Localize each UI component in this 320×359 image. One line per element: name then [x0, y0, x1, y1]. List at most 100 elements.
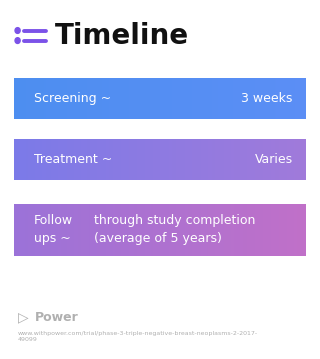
FancyBboxPatch shape [48, 78, 50, 119]
FancyBboxPatch shape [135, 204, 137, 256]
FancyBboxPatch shape [128, 139, 130, 180]
FancyBboxPatch shape [288, 78, 290, 119]
FancyBboxPatch shape [148, 139, 150, 180]
FancyBboxPatch shape [92, 78, 93, 119]
FancyBboxPatch shape [45, 139, 47, 180]
FancyBboxPatch shape [239, 78, 240, 119]
FancyBboxPatch shape [76, 204, 77, 256]
FancyBboxPatch shape [214, 204, 216, 256]
FancyBboxPatch shape [134, 204, 136, 256]
FancyBboxPatch shape [142, 204, 144, 256]
FancyBboxPatch shape [64, 204, 66, 256]
FancyBboxPatch shape [62, 78, 64, 119]
FancyBboxPatch shape [249, 78, 251, 119]
FancyBboxPatch shape [288, 139, 290, 180]
FancyBboxPatch shape [272, 78, 274, 119]
FancyBboxPatch shape [188, 204, 189, 256]
Text: Timeline: Timeline [54, 22, 188, 50]
FancyBboxPatch shape [246, 139, 248, 180]
FancyBboxPatch shape [224, 204, 226, 256]
FancyBboxPatch shape [243, 139, 245, 180]
FancyBboxPatch shape [87, 78, 89, 119]
FancyBboxPatch shape [297, 139, 299, 180]
FancyBboxPatch shape [74, 139, 76, 180]
FancyBboxPatch shape [131, 204, 133, 256]
FancyBboxPatch shape [189, 78, 191, 119]
FancyBboxPatch shape [212, 139, 214, 180]
FancyBboxPatch shape [154, 204, 156, 256]
FancyBboxPatch shape [259, 78, 261, 119]
FancyBboxPatch shape [124, 204, 125, 256]
FancyBboxPatch shape [70, 78, 71, 119]
FancyBboxPatch shape [265, 204, 267, 256]
Text: ▷: ▷ [18, 311, 28, 325]
FancyBboxPatch shape [266, 139, 268, 180]
FancyBboxPatch shape [218, 139, 220, 180]
FancyBboxPatch shape [46, 204, 48, 256]
FancyBboxPatch shape [236, 139, 237, 180]
FancyBboxPatch shape [166, 78, 168, 119]
FancyBboxPatch shape [68, 78, 70, 119]
FancyBboxPatch shape [175, 204, 176, 256]
FancyBboxPatch shape [247, 78, 249, 119]
FancyBboxPatch shape [151, 139, 153, 180]
FancyBboxPatch shape [179, 78, 181, 119]
FancyBboxPatch shape [51, 78, 52, 119]
FancyBboxPatch shape [207, 204, 208, 256]
FancyBboxPatch shape [36, 204, 38, 256]
FancyBboxPatch shape [32, 78, 34, 119]
FancyBboxPatch shape [292, 139, 294, 180]
FancyBboxPatch shape [244, 139, 246, 180]
FancyBboxPatch shape [35, 204, 36, 256]
FancyBboxPatch shape [26, 139, 28, 180]
FancyBboxPatch shape [220, 204, 221, 256]
FancyBboxPatch shape [62, 139, 64, 180]
FancyBboxPatch shape [64, 139, 66, 180]
FancyBboxPatch shape [77, 78, 79, 119]
FancyBboxPatch shape [226, 204, 227, 256]
FancyBboxPatch shape [167, 78, 169, 119]
FancyBboxPatch shape [233, 204, 235, 256]
FancyBboxPatch shape [131, 139, 133, 180]
FancyBboxPatch shape [39, 139, 41, 180]
FancyBboxPatch shape [116, 139, 118, 180]
FancyBboxPatch shape [199, 78, 201, 119]
FancyBboxPatch shape [199, 139, 201, 180]
FancyBboxPatch shape [162, 139, 163, 180]
FancyBboxPatch shape [28, 78, 29, 119]
FancyBboxPatch shape [58, 78, 60, 119]
FancyBboxPatch shape [282, 204, 284, 256]
FancyBboxPatch shape [55, 78, 57, 119]
FancyBboxPatch shape [65, 204, 67, 256]
FancyBboxPatch shape [228, 78, 230, 119]
FancyBboxPatch shape [49, 204, 51, 256]
FancyBboxPatch shape [214, 78, 216, 119]
FancyBboxPatch shape [65, 139, 67, 180]
FancyBboxPatch shape [233, 139, 235, 180]
FancyBboxPatch shape [129, 204, 131, 256]
FancyBboxPatch shape [93, 78, 95, 119]
FancyBboxPatch shape [282, 139, 284, 180]
FancyBboxPatch shape [279, 204, 281, 256]
FancyBboxPatch shape [233, 78, 235, 119]
FancyBboxPatch shape [220, 78, 221, 119]
FancyBboxPatch shape [93, 204, 95, 256]
FancyBboxPatch shape [89, 139, 91, 180]
FancyBboxPatch shape [144, 204, 146, 256]
FancyBboxPatch shape [268, 139, 269, 180]
FancyBboxPatch shape [140, 78, 141, 119]
FancyBboxPatch shape [204, 139, 205, 180]
FancyBboxPatch shape [170, 78, 172, 119]
FancyBboxPatch shape [290, 139, 292, 180]
FancyBboxPatch shape [25, 78, 26, 119]
FancyBboxPatch shape [172, 78, 173, 119]
FancyBboxPatch shape [192, 139, 194, 180]
FancyBboxPatch shape [96, 139, 98, 180]
FancyBboxPatch shape [156, 139, 157, 180]
FancyBboxPatch shape [58, 139, 60, 180]
FancyBboxPatch shape [156, 204, 157, 256]
FancyBboxPatch shape [61, 139, 63, 180]
FancyBboxPatch shape [150, 139, 152, 180]
FancyBboxPatch shape [94, 204, 96, 256]
FancyBboxPatch shape [28, 139, 29, 180]
